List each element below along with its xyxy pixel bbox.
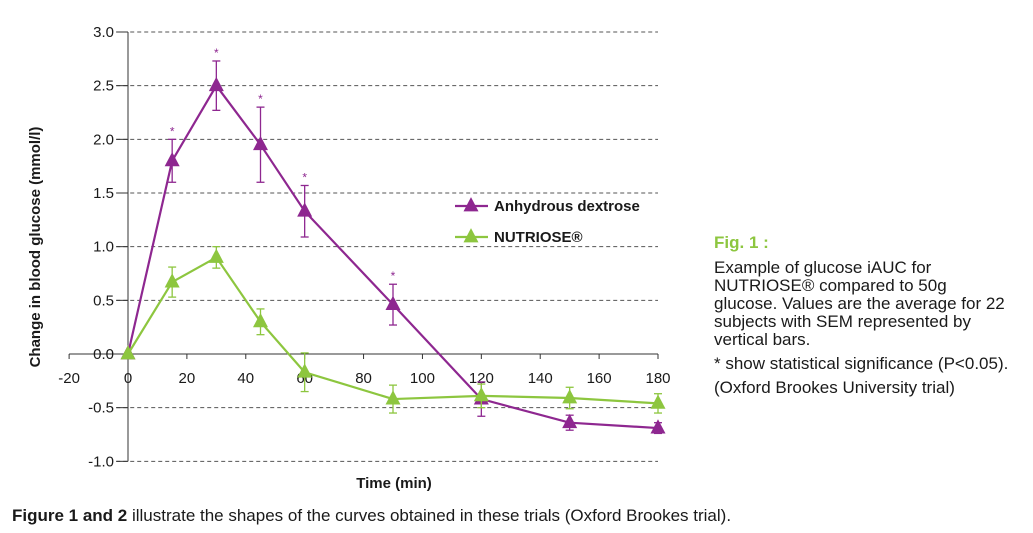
data-point [473,387,489,402]
significance-marker: * [391,269,396,283]
caption: Figure 1 and 2 illustrate the shapes of … [12,506,731,526]
legend-label: Anhydrous dextrose [494,198,640,215]
axes [68,31,659,462]
significance-marker: * [302,170,307,184]
figure-title: Fig. 1 : [714,233,769,252]
legend-marker [463,228,479,243]
series-line [126,83,659,430]
legend-label: NUTRIOSE® [494,229,583,246]
significance-marker: * [214,46,219,60]
x-tick-label: 160 [587,370,612,387]
x-tick-label: 80 [355,370,372,387]
data-point [164,273,180,288]
y-tick-label: 0.5 [93,292,114,309]
y-tick-label: 2.5 [93,78,114,95]
x-axis-label: Time (min) [356,475,432,492]
x-tick-label: 100 [410,370,435,387]
data-point [650,394,666,409]
x-tick-label: 120 [469,370,494,387]
data-point [385,295,401,311]
y-tick-label: -1.0 [88,453,114,470]
x-tick-label: 40 [237,370,254,387]
x-tick-label: 140 [528,370,553,387]
data-point [297,363,313,378]
series: * * * * * [120,46,666,435]
caption-text: illustrate the shapes of the curves obta… [127,506,732,525]
data-point [385,390,401,405]
source-note: (Oxford Brookes University trial) [714,378,955,397]
significance-marker: * [170,124,175,138]
x-tick-label: -20 [58,370,80,387]
y-tick-label: 0.0 [93,346,114,363]
legend-item: Anhydrous dextrose [455,197,640,215]
legend-item: NUTRIOSE® [455,228,583,246]
y-tick-label: 1.5 [93,185,114,202]
chart: 3.02.52.01.51.00.50.0-0.5-1.0-20 0 20 40 60 8… [27,24,671,492]
x-tick-label: 20 [179,370,196,387]
series-dextrose: * * * * * [120,46,666,435]
data-point [120,345,136,360]
y-tick-label: 3.0 [93,24,114,41]
y-axis-label: Change in blood glucose (mmol/l) [27,127,44,368]
data-point [562,413,578,429]
grid-lines [116,31,658,462]
data-point [253,135,268,151]
legend: Anhydrous dextrose NUTRIOSE® [455,197,640,246]
data-point [297,202,313,217]
series-nutriose [120,246,666,414]
figure-description-panel: Fig. 1 : Example of glucose iAUC for NUT… [714,233,1014,403]
significance-note: * show statistical significance (P<0.05)… [714,354,1009,373]
y-tick-label: -0.5 [88,400,114,417]
caption-bold: Figure 1 and 2 [12,506,128,525]
tick-labels: 3.02.52.01.51.00.50.0-0.5-1.0-20 0 20 40 60 8… [58,24,670,470]
data-point [562,389,578,404]
data-point [208,76,224,92]
data-point [208,248,224,263]
figure-description: Example of glucose iAUC for NUTRIOSE® co… [714,258,1005,349]
y-tick-label: 2.0 [93,131,114,148]
legend-marker [463,197,479,212]
x-tick-label: 180 [645,370,670,387]
x-tick-label: 0 [124,370,132,387]
data-point [253,312,268,328]
significance-marker: * [258,92,263,106]
data-point [650,419,666,434]
y-tick-label: 1.0 [93,239,114,256]
data-point [164,151,180,167]
